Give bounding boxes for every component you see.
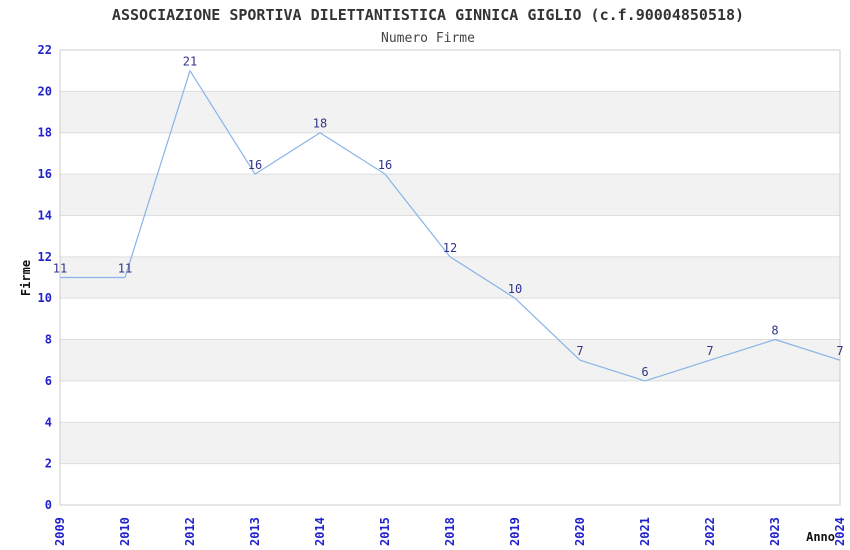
y-tick-label: 0 bbox=[45, 498, 52, 512]
plot-band bbox=[60, 422, 840, 464]
data-point-label: 10 bbox=[508, 282, 522, 296]
x-tick-label: 2023 bbox=[768, 517, 782, 546]
y-tick-label: 16 bbox=[38, 167, 52, 181]
x-tick-label: 2012 bbox=[183, 517, 197, 546]
y-tick-label: 22 bbox=[38, 43, 52, 57]
chart-title: ASSOCIAZIONE SPORTIVA DILETTANTISTICA GI… bbox=[112, 6, 744, 24]
chart-subtitle: Numero Firme bbox=[381, 31, 475, 46]
data-point-label: 12 bbox=[443, 241, 457, 255]
y-tick-label: 8 bbox=[45, 333, 52, 347]
data-point-label: 11 bbox=[118, 262, 132, 276]
data-point-label: 8 bbox=[771, 324, 778, 338]
y-tick-label: 10 bbox=[38, 291, 52, 305]
x-tick-label: 2010 bbox=[118, 517, 132, 546]
x-tick-label: 2014 bbox=[313, 517, 327, 546]
plot-band bbox=[60, 339, 840, 381]
y-tick-label: 2 bbox=[45, 457, 52, 471]
data-point-label: 21 bbox=[183, 55, 197, 69]
data-point-label: 7 bbox=[706, 344, 713, 358]
series-line bbox=[60, 70, 841, 382]
data-point-label: 18 bbox=[313, 117, 327, 131]
y-tick-label: 14 bbox=[38, 208, 52, 222]
data-point-label: 7 bbox=[836, 344, 843, 358]
x-tick-label: 2013 bbox=[248, 517, 262, 546]
y-tick-label: 18 bbox=[38, 126, 52, 140]
y-axis-title: Firme bbox=[19, 260, 33, 296]
plot-band bbox=[60, 174, 840, 216]
y-tick-label: 6 bbox=[45, 374, 52, 388]
x-tick-label: 2021 bbox=[638, 517, 652, 546]
x-tick-label: 2015 bbox=[378, 517, 392, 546]
x-axis-title: Anno bbox=[806, 530, 835, 544]
x-tick-label: 2019 bbox=[508, 517, 522, 546]
y-tick-label: 12 bbox=[38, 250, 52, 264]
data-point-label: 16 bbox=[378, 158, 392, 172]
data-point-label: 7 bbox=[576, 344, 583, 358]
data-point-label: 6 bbox=[641, 365, 648, 379]
plot-band bbox=[60, 91, 840, 133]
data-point-label: 11 bbox=[53, 262, 67, 276]
x-tick-label: 2022 bbox=[703, 517, 717, 546]
x-tick-label: 2020 bbox=[573, 517, 587, 546]
y-tick-label: 4 bbox=[45, 415, 52, 429]
plot-band bbox=[60, 256, 840, 299]
x-tick-label: 2009 bbox=[53, 517, 67, 546]
data-point-label: 16 bbox=[248, 158, 262, 172]
x-tick-label: 2018 bbox=[443, 517, 457, 546]
y-tick-label: 20 bbox=[38, 84, 52, 98]
x-tick-label: 2024 bbox=[833, 517, 847, 546]
